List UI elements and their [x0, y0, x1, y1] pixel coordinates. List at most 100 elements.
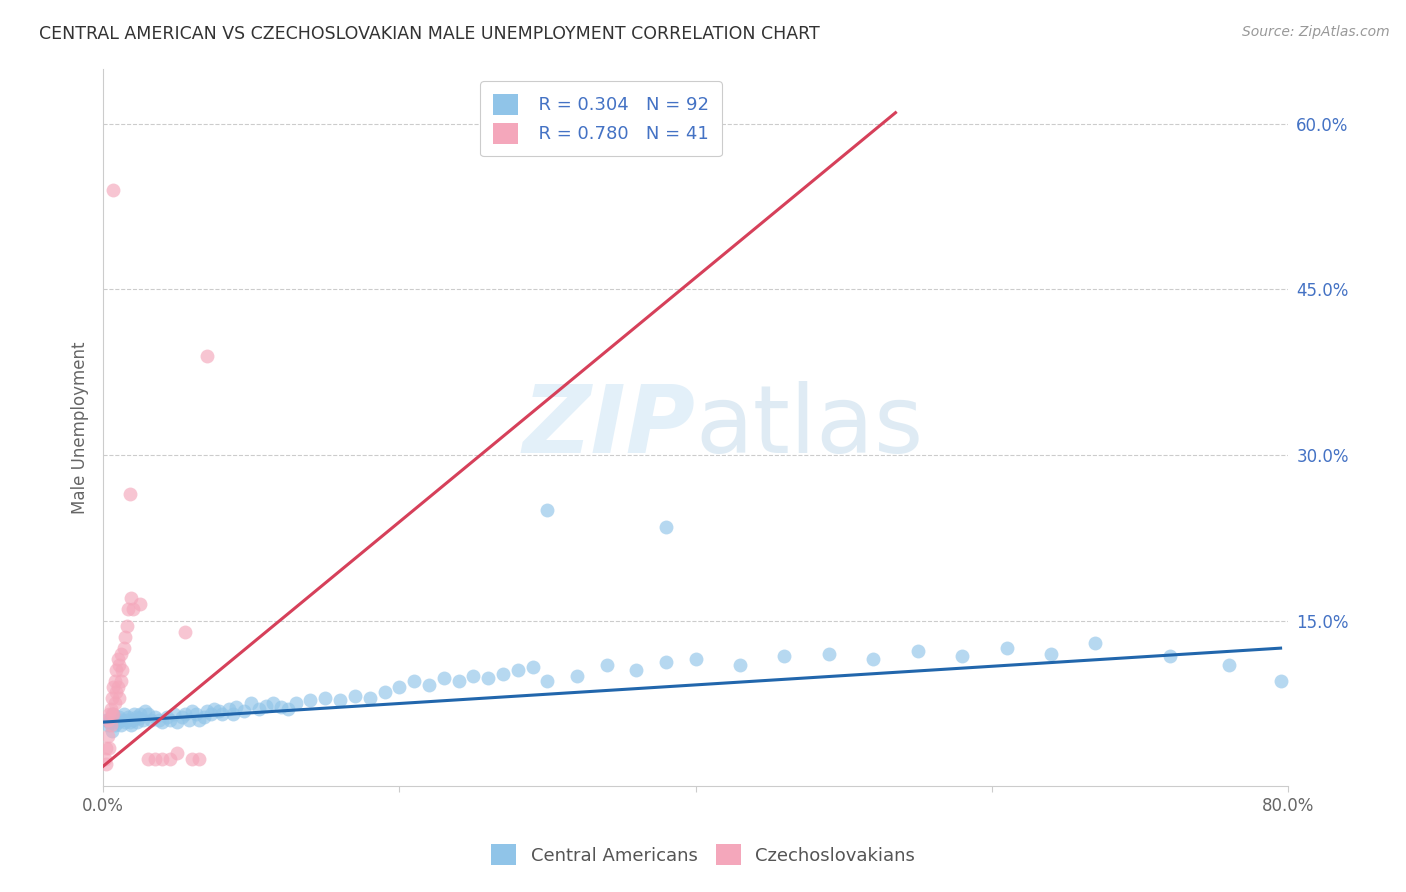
- Point: [299, 693, 322, 707]
- Point: [186, 707, 208, 722]
- Point: [150, 751, 173, 765]
- Point: [218, 702, 240, 716]
- Point: [463, 669, 485, 683]
- Point: [1159, 648, 1181, 663]
- Point: [522, 660, 544, 674]
- Point: [107, 652, 129, 666]
- Point: [284, 696, 307, 710]
- Point: [173, 707, 195, 722]
- Point: [181, 704, 204, 718]
- Point: [97, 718, 120, 732]
- Point: [100, 711, 122, 725]
- Point: [262, 696, 284, 710]
- Point: [506, 663, 529, 677]
- Point: [536, 674, 558, 689]
- Point: [404, 674, 426, 689]
- Legend:   R = 0.304   N = 92,   R = 0.780   N = 41: R = 0.304 N = 92, R = 0.780 N = 41: [479, 81, 721, 156]
- Point: [159, 713, 181, 727]
- Point: [101, 723, 124, 738]
- Point: [100, 702, 122, 716]
- Point: [100, 718, 122, 732]
- Point: [112, 641, 135, 656]
- Point: [105, 663, 128, 677]
- Point: [1084, 635, 1107, 649]
- Point: [122, 707, 145, 722]
- Point: [97, 713, 120, 727]
- Point: [105, 713, 128, 727]
- Point: [685, 652, 707, 666]
- Point: [98, 707, 121, 722]
- Point: [127, 715, 149, 730]
- Point: [105, 685, 128, 699]
- Point: [118, 486, 141, 500]
- Point: [728, 657, 751, 672]
- Text: atlas: atlas: [696, 382, 924, 474]
- Point: [115, 713, 138, 727]
- Point: [536, 503, 558, 517]
- Point: [114, 630, 136, 644]
- Point: [103, 707, 125, 722]
- Point: [343, 689, 366, 703]
- Point: [121, 602, 143, 616]
- Legend: Central Americans, Czechoslovakians: Central Americans, Czechoslovakians: [484, 837, 922, 872]
- Point: [118, 715, 141, 730]
- Point: [447, 674, 470, 689]
- Point: [94, 713, 117, 727]
- Point: [94, 757, 117, 772]
- Point: [128, 711, 150, 725]
- Point: [159, 751, 181, 765]
- Point: [104, 674, 127, 689]
- Point: [177, 713, 200, 727]
- Point: [433, 671, 456, 685]
- Point: [211, 707, 233, 722]
- Point: [373, 685, 395, 699]
- Point: [232, 704, 254, 718]
- Point: [1270, 674, 1292, 689]
- Point: [111, 663, 134, 677]
- Point: [143, 751, 166, 765]
- Point: [270, 699, 292, 714]
- Point: [163, 707, 186, 722]
- Point: [108, 690, 131, 705]
- Point: [104, 718, 127, 732]
- Point: [129, 707, 152, 722]
- Text: ZIP: ZIP: [523, 382, 696, 474]
- Point: [1218, 657, 1240, 672]
- Point: [862, 652, 884, 666]
- Point: [193, 709, 215, 723]
- Point: [121, 713, 143, 727]
- Point: [103, 707, 125, 722]
- Point: [120, 718, 142, 732]
- Point: [208, 704, 231, 718]
- Point: [104, 696, 127, 710]
- Point: [103, 680, 125, 694]
- Point: [222, 707, 245, 722]
- Point: [103, 183, 125, 197]
- Point: [492, 666, 515, 681]
- Point: [148, 713, 170, 727]
- Point: [112, 707, 135, 722]
- Point: [247, 702, 270, 716]
- Point: [110, 647, 132, 661]
- Point: [97, 730, 120, 744]
- Point: [359, 690, 381, 705]
- Point: [156, 709, 179, 723]
- Point: [101, 690, 124, 705]
- Point: [107, 680, 129, 694]
- Point: [181, 751, 204, 765]
- Point: [139, 713, 162, 727]
- Point: [195, 704, 218, 718]
- Point: [329, 693, 352, 707]
- Point: [134, 704, 156, 718]
- Point: [188, 751, 211, 765]
- Point: [125, 709, 148, 723]
- Point: [108, 657, 131, 672]
- Point: [101, 707, 124, 722]
- Point: [143, 709, 166, 723]
- Point: [418, 677, 440, 691]
- Point: [114, 715, 136, 730]
- Point: [107, 715, 129, 730]
- Point: [110, 674, 132, 689]
- Point: [477, 671, 499, 685]
- Point: [240, 696, 263, 710]
